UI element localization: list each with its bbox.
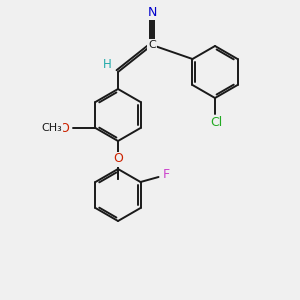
Text: O: O — [60, 122, 70, 134]
Text: C: C — [148, 40, 156, 50]
Text: Cl: Cl — [210, 116, 222, 128]
Text: N: N — [147, 5, 157, 19]
Text: H: H — [103, 58, 111, 71]
Text: CH₃: CH₃ — [41, 123, 62, 133]
Text: F: F — [163, 169, 170, 182]
Text: O: O — [113, 152, 123, 166]
